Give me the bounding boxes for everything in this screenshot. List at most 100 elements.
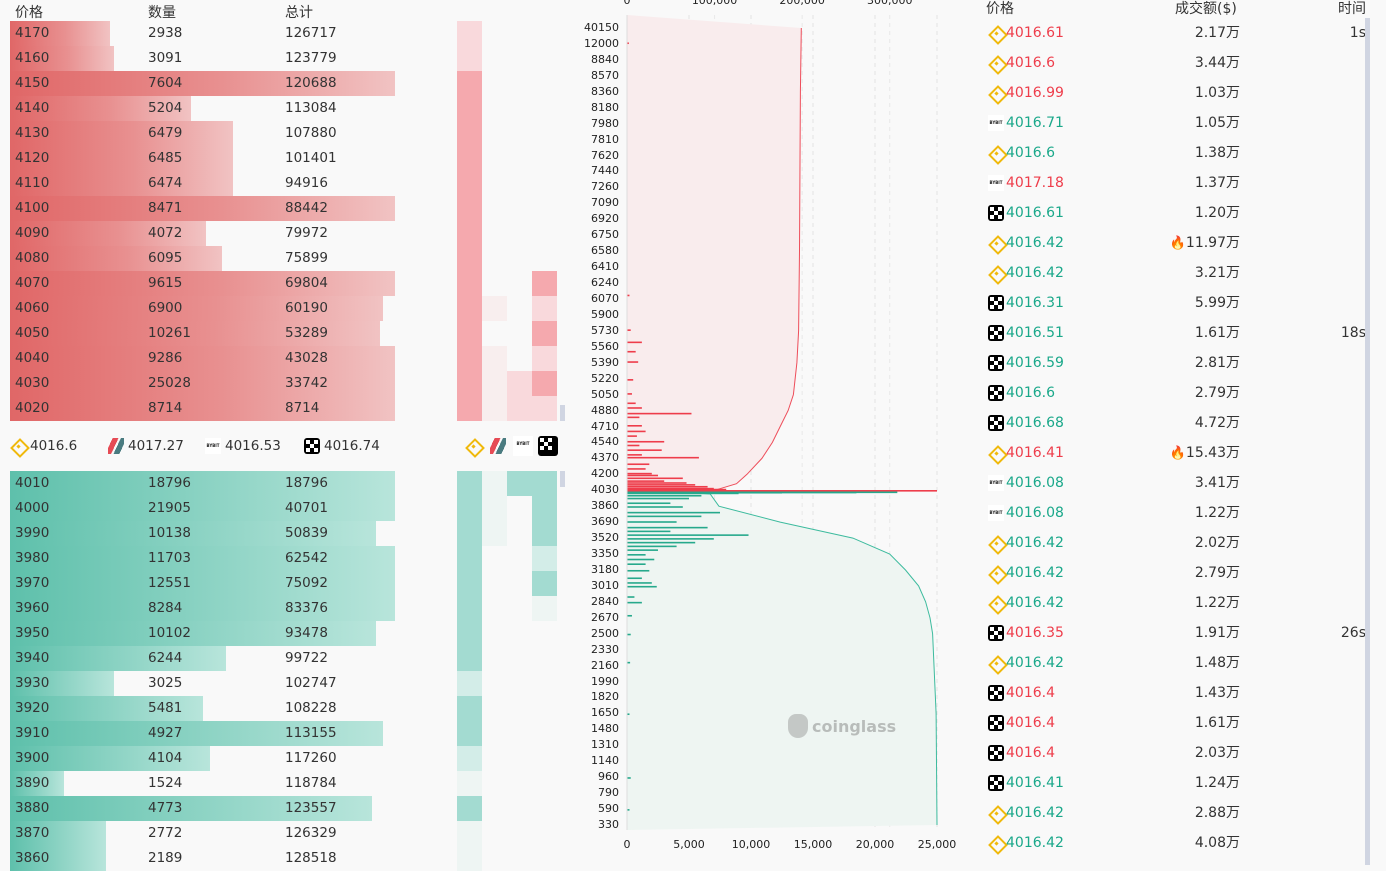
bid-row[interactable]: 3900 4104 117260 xyxy=(10,746,395,771)
trade-row[interactable]: 4016.42 2.79万 xyxy=(986,558,1366,588)
bid-row[interactable]: 3870 2772 126329 xyxy=(10,821,395,846)
bid-row[interactable]: 3970 12551 75092 xyxy=(10,571,395,596)
bid-qty: 18796 xyxy=(148,475,191,491)
scrollbar-asks[interactable] xyxy=(560,405,565,421)
bid-row[interactable]: 3930 3025 102747 xyxy=(10,671,395,696)
trade-row[interactable]: 4016.61 1.20万 xyxy=(986,198,1366,228)
y-tick-label: 7440 xyxy=(591,164,619,178)
bid-row[interactable]: 4000 21905 40701 xyxy=(10,496,395,521)
bybit-logo-icon: BYBIT xyxy=(988,505,1004,521)
trade-row[interactable]: 4016.42 1.48万 xyxy=(986,648,1366,678)
coinglass-watermark: coinglass xyxy=(788,714,896,738)
bid-row[interactable]: 3980 11703 62542 xyxy=(10,546,395,571)
ask-price: 4130 xyxy=(15,125,50,141)
trade-row[interactable]: 4016.59 2.81万 xyxy=(986,348,1366,378)
trade-row[interactable]: 4016.42 2.02万 xyxy=(986,528,1366,558)
trade-amount: 2.81万 xyxy=(1195,348,1240,378)
bid-total: 128518 xyxy=(285,850,337,866)
ask-total: 60190 xyxy=(285,300,328,316)
trade-amount-value: 4.72万 xyxy=(1194,415,1240,431)
trade-row[interactable]: 4016.42 4.08万 xyxy=(986,828,1366,858)
binance-logo-icon xyxy=(988,445,1004,461)
ask-row[interactable]: 4130 6479 107880 xyxy=(10,121,395,146)
trade-row[interactable]: BYBIT 4016.08 1.22万 xyxy=(986,498,1366,528)
fire-icon: 🔥 xyxy=(1169,446,1186,461)
ask-row[interactable]: 4120 6485 101401 xyxy=(10,146,395,171)
bid-qty: 3025 xyxy=(148,675,183,691)
trade-price: 4016.59 xyxy=(1006,355,1064,371)
trade-amount-value: 1.03万 xyxy=(1194,85,1240,101)
bid-row[interactable]: 4010 18796 18796 xyxy=(10,471,395,496)
trade-row[interactable]: 4016.42 🔥11.97万 xyxy=(986,228,1366,258)
trade-list-scrollbar[interactable] xyxy=(1365,18,1370,865)
ask-row[interactable]: 4170 2938 126717 xyxy=(10,21,395,46)
trade-row[interactable]: 4016.68 4.72万 xyxy=(986,408,1366,438)
trade-row[interactable]: BYBIT 4016.71 1.05万 xyxy=(986,108,1366,138)
exchange-price: BYBIT 4016.53 xyxy=(205,437,281,455)
ask-row[interactable]: 4050 10261 53289 xyxy=(10,321,395,346)
trade-row[interactable]: 4016.42 1.22万 xyxy=(986,588,1366,618)
coinglass-logo-icon xyxy=(788,714,808,738)
trade-row[interactable]: 4016.35 1.91万 26s xyxy=(986,618,1366,648)
trade-row[interactable]: 4016.31 5.99万 xyxy=(986,288,1366,318)
y-tick-label: 3350 xyxy=(591,547,619,561)
trade-row[interactable]: 4016.51 1.61万 18s xyxy=(986,318,1366,348)
ask-row[interactable]: 4100 8471 88442 xyxy=(10,196,395,221)
ask-row[interactable]: 4110 6474 94916 xyxy=(10,171,395,196)
exchange-price-value: 4017.27 xyxy=(128,438,184,454)
trade-row[interactable]: 4016.4 2.03万 xyxy=(986,738,1366,768)
bid-row[interactable]: 3950 10102 93478 xyxy=(10,621,395,646)
bid-bar xyxy=(627,545,677,548)
trade-row[interactable]: 4016.6 2.79万 xyxy=(986,378,1366,408)
heatmap-cell xyxy=(457,96,482,121)
trade-row[interactable]: 4016.41 1.24万 xyxy=(986,768,1366,798)
bid-qty: 4104 xyxy=(148,750,183,766)
ask-row[interactable]: 4140 5204 113084 xyxy=(10,96,395,121)
ask-price: 4170 xyxy=(15,25,50,41)
depth-bar xyxy=(10,296,384,321)
exchange-price-value: 4016.74 xyxy=(324,438,380,454)
ask-row[interactable]: 4030 25028 33742 xyxy=(10,371,395,396)
trade-row[interactable]: 4016.99 1.03万 xyxy=(986,78,1366,108)
bid-qty: 8284 xyxy=(148,600,183,616)
ask-row[interactable]: 4020 8714 8714 xyxy=(10,396,395,421)
bid-bar xyxy=(627,497,689,500)
bid-row[interactable]: 3890 1524 118784 xyxy=(10,771,395,796)
trade-row[interactable]: 4016.61 2.17万 1s xyxy=(986,18,1366,48)
binance-logo-icon xyxy=(988,655,1004,671)
trade-row[interactable]: 4016.6 3.44万 xyxy=(986,48,1366,78)
trade-row[interactable]: 4016.6 1.38万 xyxy=(986,138,1366,168)
header-qty: 数量 xyxy=(148,5,176,21)
trade-row[interactable]: 4016.4 1.43万 xyxy=(986,678,1366,708)
bid-row[interactable]: 3880 4773 123557 xyxy=(10,796,395,821)
ask-row[interactable]: 4150 7604 120688 xyxy=(10,71,395,96)
bid-price: 3960 xyxy=(15,600,50,616)
ask-row[interactable]: 4040 9286 43028 xyxy=(10,346,395,371)
bid-row[interactable]: 3960 8284 83376 xyxy=(10,596,395,621)
scrollbar-bids[interactable] xyxy=(560,471,565,487)
ask-row[interactable]: 4090 4072 79972 xyxy=(10,221,395,246)
ask-row[interactable]: 4070 9615 69804 xyxy=(10,271,395,296)
heatmap-cell xyxy=(482,296,507,321)
ask-row[interactable]: 4060 6900 60190 xyxy=(10,296,395,321)
trade-amount: 🔥15.43万 xyxy=(1170,438,1240,469)
bybit-logo-icon: BYBIT xyxy=(205,438,221,454)
trade-row[interactable]: BYBIT 4017.18 1.37万 xyxy=(986,168,1366,198)
heatmap-cell xyxy=(457,171,482,196)
heatmap-cell xyxy=(457,196,482,221)
trade-row[interactable]: 4016.41 🔥15.43万 xyxy=(986,438,1366,468)
trade-row[interactable]: BYBIT 4016.08 3.41万 xyxy=(986,468,1366,498)
bid-row[interactable]: 3920 5481 108228 xyxy=(10,696,395,721)
ask-row[interactable]: 4160 3091 123779 xyxy=(10,46,395,71)
trade-row[interactable]: 4016.42 3.21万 xyxy=(986,258,1366,288)
ask-row[interactable]: 4080 6095 75899 xyxy=(10,246,395,271)
bid-row[interactable]: 3940 6244 99722 xyxy=(10,646,395,671)
trade-row[interactable]: 4016.4 1.61万 xyxy=(986,708,1366,738)
heatmap-cell xyxy=(532,596,557,621)
bid-row[interactable]: 3990 10138 50839 xyxy=(10,521,395,546)
trade-row[interactable]: 4016.42 2.88万 xyxy=(986,798,1366,828)
ask-total: 53289 xyxy=(285,325,328,341)
bid-row[interactable]: 3910 4927 113155 xyxy=(10,721,395,746)
heatmap-cell xyxy=(532,396,557,421)
heatmap-cell xyxy=(482,371,507,396)
